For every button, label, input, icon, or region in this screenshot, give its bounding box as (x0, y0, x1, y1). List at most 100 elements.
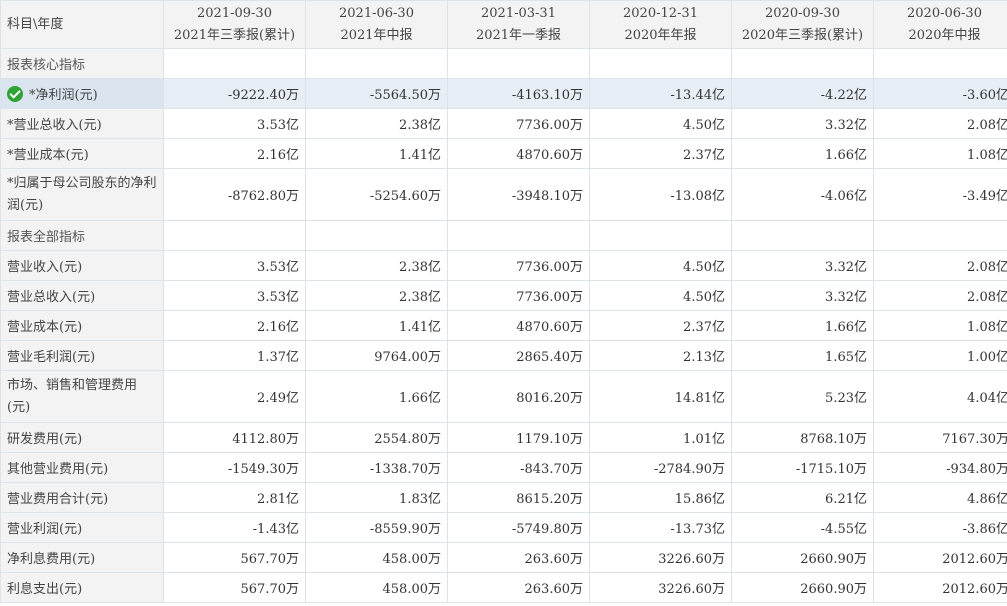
table-cell: 2554.80万 (305, 422, 448, 453)
table-cell (305, 48, 448, 79)
table-cell: 4.86亿 (873, 482, 1007, 513)
column-header[interactable]: 2020-06-30 2020年中报 (873, 0, 1007, 49)
table-cell: 4.04亿 (873, 370, 1007, 423)
table-cell: -4.22亿 (731, 78, 874, 109)
table-cell: 3226.60万 (589, 572, 732, 603)
row-label: 市场、销售和管理费用(元) (0, 370, 164, 423)
table-cell: 2.08亿 (873, 108, 1007, 139)
table-cell: 1.37亿 (163, 340, 306, 371)
check-icon (7, 86, 23, 102)
table-cell: 14.81亿 (589, 370, 732, 423)
table-cell: 3.32亿 (731, 250, 874, 281)
row-label: 营业利润(元) (0, 512, 164, 543)
row-label: 报表核心指标 (0, 48, 164, 79)
table-cell: 8768.10万 (731, 422, 874, 453)
table-row[interactable]: 营业毛利润(元) 1.37亿 9764.00万 2865.40万 2.13亿 1… (0, 340, 1007, 371)
table-row[interactable]: 市场、销售和管理费用(元) 2.49亿 1.66亿 8016.20万 14.81… (0, 370, 1007, 423)
corner-header: 科目\年度 (0, 0, 164, 49)
table-cell: -3.60亿 (873, 78, 1007, 109)
table-cell: 2.38亿 (305, 250, 448, 281)
table-cell (163, 220, 306, 251)
table-row[interactable]: *营业成本(元) 2.16亿 1.41亿 4870.60万 2.37亿 1.66… (0, 138, 1007, 169)
table-row[interactable]: 净利息费用(元) 567.70万 458.00万 263.60万 3226.60… (0, 542, 1007, 573)
table-cell: 2012.60万 (873, 572, 1007, 603)
table-row[interactable]: 营业成本(元) 2.16亿 1.41亿 4870.60万 2.37亿 1.66亿… (0, 310, 1007, 341)
table-cell: 9764.00万 (305, 340, 448, 371)
table-cell: 7736.00万 (447, 280, 590, 311)
table-cell (305, 220, 448, 251)
table-cell: 3226.60万 (589, 542, 732, 573)
table-cell: -3.86亿 (873, 512, 1007, 543)
table-cell: 2.38亿 (305, 108, 448, 139)
table-row-selected[interactable]: *净利润(元) -9222.40万 -5564.50万 -4163.10万 -1… (0, 78, 1007, 109)
table-cell: 7167.30万 (873, 422, 1007, 453)
column-header[interactable]: 2021-06-30 2021年中报 (305, 0, 448, 49)
table-row[interactable]: *营业总收入(元) 3.53亿 2.38亿 7736.00万 4.50亿 3.3… (0, 108, 1007, 139)
table-cell: 5.23亿 (731, 370, 874, 423)
table-row[interactable]: 营业利润(元) -1.43亿 -8559.90万 -5749.80万 -13.7… (0, 512, 1007, 543)
table-cell: 458.00万 (305, 572, 448, 603)
column-period: 2021年三季报(累计) (173, 27, 296, 43)
table-cell: -3.49亿 (873, 168, 1007, 221)
table-cell: 1.65亿 (731, 340, 874, 371)
column-header[interactable]: 2021-03-31 2021年一季报 (447, 0, 590, 49)
row-label: 营业收入(元) (0, 250, 164, 281)
table-cell: 1.00亿 (873, 340, 1007, 371)
table-row[interactable]: 营业费用合计(元) 2.81亿 1.83亿 8615.20万 15.86亿 6.… (0, 482, 1007, 513)
column-date: 2021-09-30 (197, 5, 272, 21)
table-cell: 2.49亿 (163, 370, 306, 423)
row-label: 营业总收入(元) (0, 280, 164, 311)
table-row[interactable]: 利息支出(元) 567.70万 458.00万 263.60万 3226.60万… (0, 572, 1007, 603)
column-date: 2021-06-30 (339, 5, 414, 21)
table-cell: 7736.00万 (447, 108, 590, 139)
table-row[interactable]: *归属于母公司股东的净利润(元) -8762.80万 -5254.60万 -39… (0, 168, 1007, 221)
row-label: 净利息费用(元) (0, 542, 164, 573)
table-cell: -5749.80万 (447, 512, 590, 543)
column-period: 2021年中报 (340, 27, 413, 43)
table-cell: 3.53亿 (163, 250, 306, 281)
table-cell: 2.16亿 (163, 310, 306, 341)
column-header[interactable]: 2020-12-31 2020年年报 (589, 0, 732, 49)
table-cell: 263.60万 (447, 542, 590, 573)
row-label: *净利润(元) (29, 88, 98, 103)
table-cell: 4870.60万 (447, 310, 590, 341)
table-cell: -843.70万 (447, 452, 590, 483)
table-cell: 6.21亿 (731, 482, 874, 513)
table-cell: -13.73亿 (589, 512, 732, 543)
table-row[interactable]: 其他营业费用(元) -1549.30万 -1338.70万 -843.70万 -… (0, 452, 1007, 483)
table-cell: 3.32亿 (731, 280, 874, 311)
table-cell: 4870.60万 (447, 138, 590, 169)
column-header[interactable]: 2021-09-30 2021年三季报(累计) (163, 0, 306, 49)
column-date: 2020-12-31 (623, 5, 698, 21)
table-cell: 1.08亿 (873, 138, 1007, 169)
column-date: 2021-03-31 (481, 5, 556, 21)
table-cell: 458.00万 (305, 542, 448, 573)
table-cell: 1.83亿 (305, 482, 448, 513)
row-label: 营业成本(元) (0, 310, 164, 341)
column-period: 2021年一季报 (475, 27, 562, 43)
table-cell: -1549.30万 (163, 452, 306, 483)
table-cell: 15.86亿 (589, 482, 732, 513)
row-label: *归属于母公司股东的净利润(元) (0, 168, 164, 221)
table-cell: 2.08亿 (873, 250, 1007, 281)
table-row[interactable]: 研发费用(元) 4112.80万 2554.80万 1179.10万 1.01亿… (0, 422, 1007, 453)
header-row: 科目\年度 2021-09-30 2021年三季报(累计) 2021-06-30 2… (0, 0, 1007, 49)
table-cell: 1.66亿 (731, 310, 874, 341)
row-label: 营业费用合计(元) (0, 482, 164, 513)
row-label: 研发费用(元) (0, 422, 164, 453)
table-cell: -1338.70万 (305, 452, 448, 483)
table-cell: -5254.60万 (305, 168, 448, 221)
table-row[interactable]: 营业总收入(元) 3.53亿 2.38亿 7736.00万 4.50亿 3.32… (0, 280, 1007, 311)
column-header[interactable]: 2020-09-30 2020年三季报(累计) (731, 0, 874, 49)
row-label: *营业成本(元) (0, 138, 164, 169)
table-row[interactable]: 营业收入(元) 3.53亿 2.38亿 7736.00万 4.50亿 3.32亿… (0, 250, 1007, 281)
table-cell: -4.06亿 (731, 168, 874, 221)
table-cell: -3948.10万 (447, 168, 590, 221)
table-cell: -8762.80万 (163, 168, 306, 221)
table-cell: 567.70万 (163, 572, 306, 603)
row-label-cell[interactable]: *净利润(元) (0, 78, 164, 109)
row-label: 利息支出(元) (0, 572, 164, 603)
table-cell: 2865.40万 (447, 340, 590, 371)
table-cell: 1.66亿 (305, 370, 448, 423)
table-cell: 2.08亿 (873, 280, 1007, 311)
